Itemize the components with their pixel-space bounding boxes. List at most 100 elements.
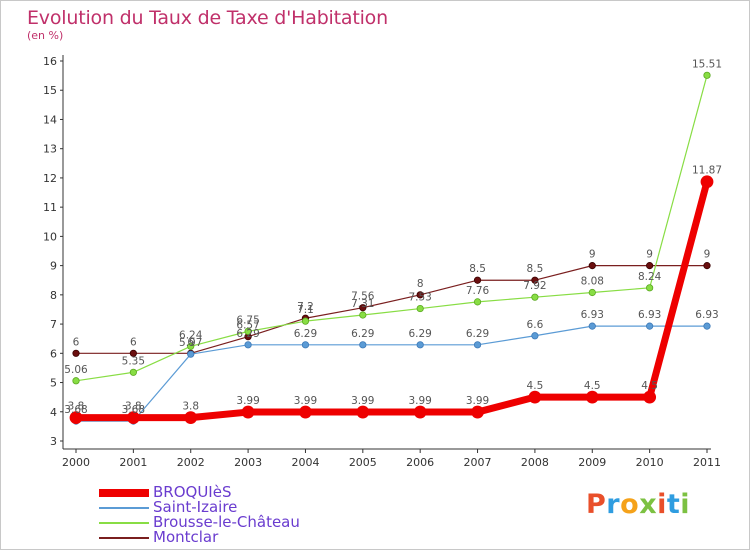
data-point: [531, 332, 539, 340]
x-tick-label: 2006: [406, 456, 434, 469]
y-tick-label: 5: [50, 377, 57, 390]
data-label: 6.93: [695, 309, 718, 321]
data-point: [700, 175, 714, 189]
y-tick-label: 13: [43, 143, 57, 156]
data-point: [416, 291, 424, 299]
data-point: [588, 322, 596, 330]
data-point: [473, 276, 482, 284]
data-label: 3.8: [182, 401, 199, 413]
x-tick-label: 2005: [349, 456, 377, 469]
data-point: [69, 411, 83, 425]
data-point: [244, 327, 252, 335]
x-tick-label: 2007: [464, 456, 492, 469]
y-tick-label: 14: [43, 113, 57, 126]
data-label: 6: [73, 336, 80, 348]
data-label: 6.29: [466, 328, 489, 340]
data-label: 8.08: [581, 276, 604, 288]
data-label: 9: [589, 249, 596, 261]
data-label: 7.92: [523, 280, 546, 292]
logo-letter: i: [657, 489, 667, 520]
data-point: [528, 390, 542, 404]
data-label: 3.99: [466, 395, 489, 407]
legend-label: Brousse-le-Château: [153, 513, 300, 531]
data-point: [588, 262, 596, 270]
data-label: 3.8: [68, 401, 85, 413]
data-point: [359, 341, 367, 349]
data-label: 9: [646, 249, 653, 261]
data-label: 6.93: [638, 309, 661, 321]
x-tick-label: 2004: [291, 456, 319, 469]
legend-label: Montclar: [153, 528, 219, 546]
data-label: 3.8: [125, 401, 142, 413]
x-tick-label: 2011: [693, 456, 721, 469]
data-label: 7.1: [297, 304, 314, 316]
data-point: [359, 304, 367, 312]
data-label: 4.5: [584, 380, 601, 392]
data-point: [531, 293, 539, 301]
data-label: 4.5: [527, 380, 544, 392]
legend-item: Montclar: [99, 530, 300, 545]
data-label: 6.75: [236, 314, 259, 326]
x-tick-label: 2008: [521, 456, 549, 469]
data-point: [643, 390, 657, 404]
y-tick-label: 7: [50, 318, 57, 331]
data-point: [531, 276, 539, 284]
data-point: [416, 341, 424, 349]
data-label: 5.06: [64, 364, 88, 376]
data-label: 6.57: [236, 320, 259, 332]
data-label: 6.29: [294, 328, 317, 340]
logo-letter: o: [620, 489, 640, 520]
legend-swatch: [99, 521, 149, 524]
data-point: [473, 298, 482, 306]
data-point: [187, 350, 195, 358]
data-label: 11.87: [692, 165, 722, 177]
data-label: 3.99: [408, 395, 431, 407]
data-point: [646, 262, 654, 270]
chart-title: Evolution du Taux de Taxe d'Habitation: [27, 7, 388, 29]
data-point: [301, 317, 310, 325]
legend-swatch: [99, 488, 149, 497]
data-point: [129, 368, 137, 376]
series-line: [75, 74, 708, 382]
y-tick-label: 3: [50, 435, 57, 448]
data-point: [244, 341, 252, 349]
series-line: [75, 265, 708, 354]
data-label: 8.24: [638, 271, 662, 283]
x-tick-label: 2009: [578, 456, 606, 469]
logo-letter: P: [586, 489, 607, 520]
y-tick-label: 8: [50, 289, 57, 302]
data-label: 15.51: [692, 58, 722, 70]
data-label: 6.29: [408, 328, 431, 340]
data-point: [646, 322, 654, 330]
data-point: [703, 71, 711, 79]
legend: BROQUIèS Saint-Izaire Brousse-le-Château…: [99, 485, 300, 545]
data-point: [703, 322, 711, 330]
legend-label: Saint-Izaire: [153, 498, 238, 516]
data-label: 8: [417, 278, 424, 290]
data-point: [72, 349, 80, 357]
logo-letter: x: [639, 489, 658, 520]
data-point: [299, 405, 312, 419]
legend-item: BROQUIèS: [99, 485, 300, 500]
data-point: [129, 349, 137, 357]
data-point: [585, 390, 599, 404]
data-label: 3.68: [122, 404, 145, 416]
x-tick-label: 2000: [62, 456, 90, 469]
legend-swatch: [99, 536, 149, 539]
legend-swatch: [99, 506, 149, 509]
data-point: [187, 342, 195, 350]
data-point: [126, 411, 140, 425]
data-point: [703, 262, 711, 270]
chart-subtitle: (en %): [27, 29, 64, 42]
data-label: 6.29: [236, 328, 259, 340]
y-tick-label: 4: [50, 406, 57, 419]
y-tick-label: 12: [43, 172, 57, 185]
data-point: [356, 405, 370, 419]
logo-letter: r: [606, 489, 621, 520]
legend-label: BROQUIèS: [153, 483, 232, 501]
x-tick-label: 2003: [234, 456, 262, 469]
data-label: 7.2: [297, 301, 314, 313]
logo-letter: i: [680, 489, 691, 520]
